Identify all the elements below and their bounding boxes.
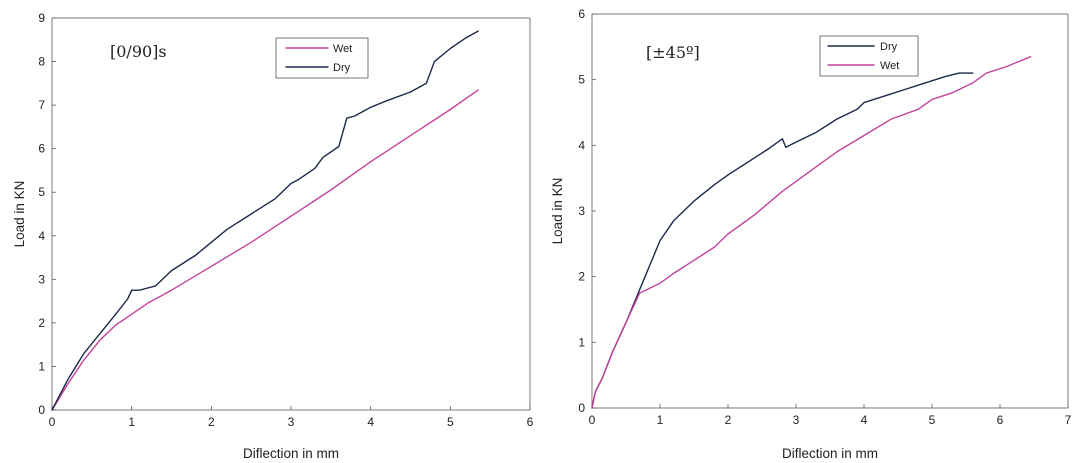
y-tick-label: 0 bbox=[38, 403, 45, 417]
y-tick-label: 0 bbox=[578, 401, 585, 415]
y-tick-label: 4 bbox=[578, 138, 585, 152]
legend-box bbox=[819, 35, 919, 77]
y-tick-label: 1 bbox=[38, 359, 45, 373]
layup-annotation: [±45º] bbox=[646, 43, 700, 62]
x-tick-label: 0 bbox=[589, 413, 596, 427]
x-axis-label: Diflection in mm bbox=[782, 446, 878, 461]
legend-label-wet: Wet bbox=[333, 43, 352, 55]
x-tick-label: 4 bbox=[861, 413, 868, 427]
legend: Dry Wet bbox=[819, 35, 919, 77]
series-line-wet bbox=[591, 56, 1032, 409]
y-tick-label: 2 bbox=[38, 316, 45, 330]
y-tick-label: 2 bbox=[578, 270, 585, 284]
y-axis-label: Load in KN bbox=[12, 181, 27, 248]
series-layer bbox=[51, 30, 479, 411]
x-tick-label: 3 bbox=[793, 413, 800, 427]
x-tick-label: 2 bbox=[208, 415, 215, 429]
x-tick-label: 5 bbox=[447, 415, 454, 429]
chart-0x90-layup: 0 1 2 3 4 5 6 0 1 2 3 4 5 6 7 8 9 [0/90]s Diflection in … bbox=[12, 11, 534, 461]
legend-box bbox=[275, 37, 369, 79]
y-tick-label: 5 bbox=[578, 73, 585, 87]
y-tick-label: 3 bbox=[38, 272, 45, 286]
y-tick-label: 1 bbox=[578, 335, 585, 349]
tick-group: 0 1 2 3 4 5 6 0 1 2 3 4 5 6 7 8 9 bbox=[38, 11, 533, 429]
x-axis-label: Diflection in mm bbox=[243, 446, 339, 461]
y-tick-label: 5 bbox=[38, 185, 45, 199]
x-tick-label: 2 bbox=[725, 413, 732, 427]
x-tick-label: 3 bbox=[288, 415, 295, 429]
y-tick-label: 7 bbox=[38, 98, 45, 112]
series-line-dry bbox=[591, 72, 974, 409]
series-layer bbox=[591, 56, 1032, 409]
x-tick-label: 7 bbox=[1065, 413, 1072, 427]
series-line-dry bbox=[51, 30, 479, 411]
legend-label-dry: Dry bbox=[333, 62, 351, 74]
x-tick-label: 1 bbox=[657, 413, 664, 427]
series-line-wet bbox=[51, 89, 479, 411]
legend-label-dry: Dry bbox=[880, 41, 898, 53]
y-tick-label: 4 bbox=[38, 229, 45, 243]
x-tick-label: 6 bbox=[997, 413, 1004, 427]
legend-label-wet: Wet bbox=[880, 60, 899, 72]
y-tick-label: 6 bbox=[578, 7, 585, 21]
layup-annotation: [0/90]s bbox=[110, 42, 167, 61]
x-tick-label: 0 bbox=[49, 415, 56, 429]
x-tick-label: 4 bbox=[367, 415, 374, 429]
tick-group: 0 1 2 3 4 5 6 7 0 1 2 3 4 5 6 bbox=[578, 7, 1071, 427]
x-tick-label: 6 bbox=[527, 415, 534, 429]
x-tick-label: 5 bbox=[929, 413, 936, 427]
y-tick-label: 3 bbox=[578, 204, 585, 218]
y-tick-label: 8 bbox=[38, 55, 45, 69]
legend: Wet Dry bbox=[275, 37, 369, 79]
x-tick-label: 1 bbox=[128, 415, 135, 429]
y-tick-label: 9 bbox=[38, 11, 45, 25]
y-tick-label: 6 bbox=[38, 142, 45, 156]
y-axis-label: Load in KN bbox=[550, 178, 565, 245]
